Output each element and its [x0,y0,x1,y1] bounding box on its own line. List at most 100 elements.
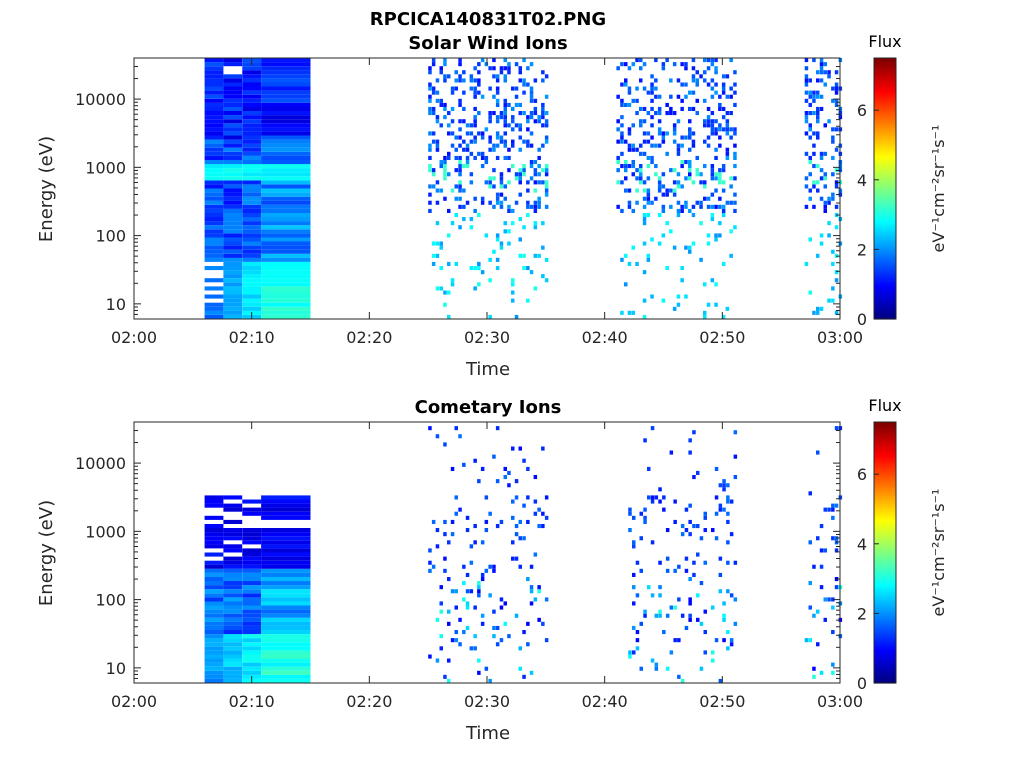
colorbar-segment [874,298,896,302]
heatmap-cell [541,123,545,128]
heatmap-cell [729,184,733,189]
heatmap-cell [722,613,726,618]
heatmap-cell [499,605,504,610]
colorbar-segment [874,654,896,658]
heatmap-cell [624,253,628,258]
heatmap-cell [627,86,632,91]
heatmap-cell [503,78,507,83]
heatmap-cell [454,184,458,189]
heatmap-cell [477,585,481,590]
heatmap-cell [261,621,311,626]
heatmap-cell [503,466,507,471]
heatmap-cell [431,184,436,189]
colorbar-segment [874,525,896,529]
colorbar-segment [874,579,896,582]
colorbar-segment [874,88,896,92]
heatmap-cell [526,188,530,193]
heatmap-cell [695,82,699,87]
heatmap-cell [541,168,545,173]
heatmap-cell [443,160,447,165]
heatmap-cell [242,131,262,136]
heatmap-cell [669,204,673,209]
heatmap-cell [261,184,311,189]
heatmap-cell [650,540,655,545]
heatmap-cell [511,499,515,504]
colorbar-segment [874,509,896,513]
colorbar-segment [874,157,896,161]
colorbar-segment [874,80,896,84]
heatmap-cell [654,86,658,91]
heatmap-cell [620,62,624,67]
heatmap-cell [706,196,711,201]
heatmap-cell [695,70,699,75]
heatmap-cell [526,519,530,524]
heatmap-cell [812,111,816,116]
colorbar-segment [874,265,896,269]
heatmap-cell [488,257,492,262]
heatmap-cell [662,495,666,500]
heatmap-cell [242,556,262,561]
colorbar-segment [874,182,896,186]
heatmap-cell [620,135,624,140]
heatmap-cell [204,58,224,63]
heatmap-cell [703,119,707,124]
heatmap-cell [665,556,670,561]
heatmap-cell [503,111,507,116]
heatmap-cell [684,66,688,71]
heatmap-cell [242,507,262,512]
heatmap-cell [261,74,311,79]
heatmap-cell [488,135,492,140]
colorbar-segment [874,274,896,277]
heatmap-cell [624,168,628,173]
heatmap-cell [722,638,726,643]
heatmap-cell [503,143,507,148]
heatmap-cell [242,650,262,655]
heatmap-cell [654,111,658,116]
heatmap-cell [223,548,243,553]
heatmap-cell [804,119,809,124]
colorbar-segment [874,176,896,179]
heatmap-cell [242,654,262,659]
heatmap-cell [261,233,311,238]
heatmap-cell [495,74,500,79]
heatmap-cell [710,58,715,63]
heatmap-cell [204,601,224,606]
heatmap-cell [204,560,224,565]
heatmap-cell [261,151,311,156]
heatmap-cell [242,282,262,287]
heatmap-cell [522,168,526,173]
colorbar-segment [874,601,896,605]
heatmap-cell [223,528,243,533]
heatmap-cell [439,164,443,169]
heatmap-cell [242,208,262,213]
colorbar-segment [874,599,896,603]
heatmap-cell [261,82,311,87]
heatmap-cell [733,70,737,75]
heatmap-cell [443,115,447,120]
heatmap-cell [726,630,730,635]
heatmap-cell [261,172,311,177]
heatmap-cell [443,62,447,67]
heatmap-cell [435,241,440,246]
heatmap-cell [242,302,262,307]
heatmap-cell [676,143,681,148]
heatmap-cell [657,143,662,148]
colorbar-segment [874,210,896,214]
heatmap-cell [223,564,243,569]
heatmap-cell [695,78,699,83]
heatmap-cell [458,135,462,140]
heatmap-cell [450,86,455,91]
heatmap-cell [642,298,647,303]
heatmap-cell [526,577,530,582]
heatmap-cell [812,180,816,185]
colorbar-segment [874,155,896,159]
colorbar-segment [874,446,896,450]
colorbar-segment [874,615,896,619]
heatmap-cell [484,127,489,132]
heatmap-cell [242,147,262,152]
colorbar-segment [874,568,896,572]
heatmap-cell [834,86,839,91]
heatmap-cell [477,131,481,136]
heatmap-cell [688,135,692,140]
heatmap-cell [204,66,224,71]
